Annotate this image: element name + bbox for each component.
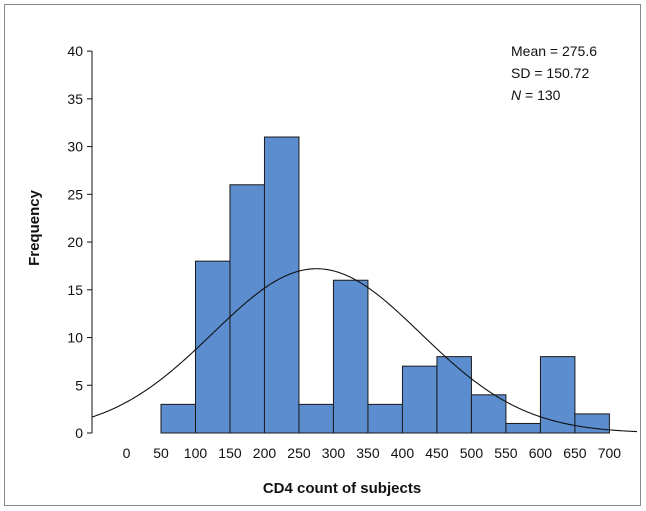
y-ticks-group: 0 5 10 15 20 25 30 35 40 bbox=[67, 43, 92, 441]
y-tick-label: 15 bbox=[67, 282, 83, 298]
x-tick-label: 0 bbox=[123, 445, 131, 461]
normal-curve bbox=[91, 268, 638, 433]
histogram-bar bbox=[332, 279, 369, 434]
stats-n: N = 130 bbox=[511, 87, 561, 103]
x-tick-label: 200 bbox=[253, 445, 277, 461]
histogram-bar bbox=[229, 184, 265, 434]
y-tick-label: 25 bbox=[67, 186, 83, 202]
x-tick-label: 400 bbox=[391, 445, 415, 461]
x-axis-title: CD4 count of subjects bbox=[263, 480, 421, 497]
x-ticks-group: 0 50 100 150 200 250 300 350 400 450 500 550 600 650 7… bbox=[123, 445, 622, 461]
y-tick-label: 30 bbox=[67, 139, 83, 155]
histogram-bar bbox=[160, 403, 196, 434]
histogram-bar bbox=[436, 356, 472, 434]
x-tick-label: 350 bbox=[356, 445, 380, 461]
stats-sd: SD = 150.72 bbox=[511, 65, 589, 81]
x-tick-label: 50 bbox=[153, 445, 169, 461]
histogram-bar bbox=[574, 413, 610, 434]
x-tick-label: 300 bbox=[322, 445, 346, 461]
y-tick-label: 0 bbox=[75, 425, 83, 441]
x-tick-label: 650 bbox=[563, 445, 587, 461]
histogram-bar bbox=[298, 403, 334, 434]
x-tick-label: 100 bbox=[184, 445, 208, 461]
y-tick-label: 20 bbox=[67, 234, 83, 250]
y-tick-label: 40 bbox=[67, 43, 83, 59]
histogram-bar bbox=[470, 394, 507, 434]
stats-n-value: = 130 bbox=[521, 87, 561, 103]
x-tick-label: 450 bbox=[425, 445, 449, 461]
x-tick-label: 250 bbox=[287, 445, 311, 461]
x-tick-label: 550 bbox=[494, 445, 518, 461]
x-tick-label: 150 bbox=[218, 445, 242, 461]
y-axis-title: Frequency bbox=[26, 189, 43, 266]
stats-mean: Mean = 275.6 bbox=[511, 43, 597, 59]
x-tick-label: 700 bbox=[598, 445, 622, 461]
y-tick-label: 5 bbox=[75, 377, 83, 393]
stats-box: Mean = 275.6 SD = 150.72 N = 130 bbox=[511, 43, 597, 103]
histogram-bar bbox=[539, 356, 576, 434]
y-tick-label: 10 bbox=[67, 330, 83, 346]
histogram-bar bbox=[367, 403, 403, 434]
histogram-bar bbox=[505, 422, 541, 434]
y-tick-label: 35 bbox=[67, 91, 83, 107]
x-tick-label: 600 bbox=[529, 445, 553, 461]
histogram-bar bbox=[194, 260, 231, 434]
histogram-bar bbox=[401, 365, 438, 434]
bars-group bbox=[160, 136, 610, 434]
histogram-bar bbox=[263, 136, 300, 434]
x-tick-label: 500 bbox=[460, 445, 484, 461]
stats-n-label: N bbox=[511, 87, 522, 103]
